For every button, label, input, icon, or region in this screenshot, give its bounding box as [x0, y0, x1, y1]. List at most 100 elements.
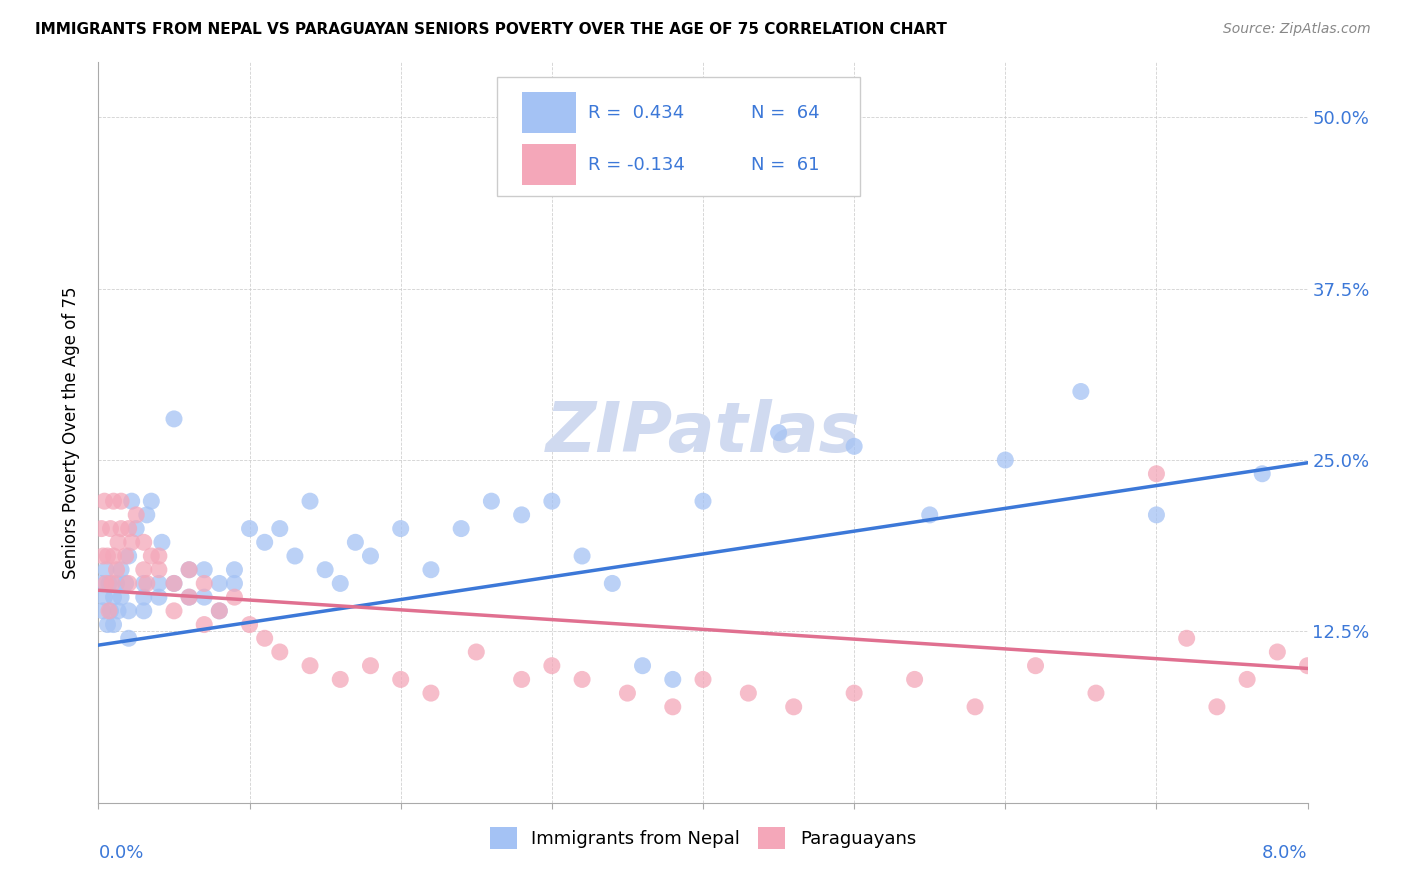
- Point: [1025, 658, 1047, 673]
- Point: [94, 576, 117, 591]
- Point: [93, 590, 115, 604]
- Point: [1175, 632, 1198, 646]
- Point: [148, 549, 170, 563]
- Point: [1146, 508, 1168, 522]
- Point: [132, 576, 155, 591]
- Text: N =  64: N = 64: [751, 103, 820, 122]
- Legend: Immigrants from Nepal, Paraguayans: Immigrants from Nepal, Paraguayans: [482, 821, 924, 856]
- Point: [135, 508, 157, 522]
- Point: [193, 576, 215, 591]
- Point: [253, 632, 276, 646]
- Point: [118, 604, 141, 618]
- Point: [118, 632, 141, 646]
- Point: [783, 699, 806, 714]
- Point: [540, 494, 562, 508]
- Point: [389, 673, 412, 687]
- Point: [510, 508, 533, 522]
- Point: [844, 686, 866, 700]
- Point: [661, 699, 683, 714]
- Point: [661, 673, 683, 687]
- Point: [98, 576, 121, 591]
- Y-axis label: Seniors Poverty Over the Age of 75: Seniors Poverty Over the Age of 75: [62, 286, 80, 579]
- Point: [132, 604, 155, 618]
- Point: [132, 563, 155, 577]
- Point: [193, 563, 215, 577]
- Point: [224, 576, 246, 591]
- Point: [179, 563, 201, 577]
- Text: ZIPatlas: ZIPatlas: [546, 399, 860, 467]
- Point: [239, 617, 262, 632]
- Point: [965, 699, 987, 714]
- Point: [1146, 467, 1168, 481]
- Point: [208, 604, 231, 618]
- Point: [193, 590, 215, 604]
- Point: [571, 673, 593, 687]
- Point: [148, 590, 170, 604]
- Point: [148, 563, 170, 577]
- Point: [465, 645, 488, 659]
- Point: [420, 563, 443, 577]
- Text: R = -0.134: R = -0.134: [588, 155, 685, 174]
- Point: [105, 563, 128, 577]
- Point: [314, 563, 336, 577]
- Point: [329, 576, 352, 591]
- Point: [253, 535, 276, 549]
- Point: [299, 658, 322, 673]
- Point: [299, 494, 322, 508]
- Point: [125, 508, 148, 522]
- Point: [844, 439, 866, 453]
- Point: [125, 522, 148, 536]
- Point: [420, 686, 443, 700]
- Point: [103, 494, 125, 508]
- Text: IMMIGRANTS FROM NEPAL VS PARAGUAYAN SENIORS POVERTY OVER THE AGE OF 75 CORRELATI: IMMIGRANTS FROM NEPAL VS PARAGUAYAN SENI…: [35, 22, 948, 37]
- Point: [329, 673, 352, 687]
- Text: N =  61: N = 61: [751, 155, 820, 174]
- Point: [105, 576, 128, 591]
- Point: [510, 673, 533, 687]
- Point: [163, 604, 186, 618]
- Point: [100, 604, 122, 618]
- Point: [571, 549, 593, 563]
- Point: [1296, 658, 1319, 673]
- Point: [193, 617, 215, 632]
- Point: [1267, 645, 1289, 659]
- Point: [121, 535, 143, 549]
- Point: [1070, 384, 1092, 399]
- Point: [904, 673, 927, 687]
- Point: [114, 549, 136, 563]
- Point: [91, 549, 114, 563]
- Point: [360, 549, 382, 563]
- Point: [284, 549, 307, 563]
- Point: [114, 576, 136, 591]
- Point: [994, 453, 1017, 467]
- Bar: [522, 144, 576, 185]
- Point: [163, 576, 186, 591]
- Point: [179, 563, 201, 577]
- Point: [344, 535, 367, 549]
- Point: [179, 590, 201, 604]
- Point: [107, 535, 129, 549]
- Point: [1236, 673, 1258, 687]
- Point: [692, 494, 714, 508]
- Point: [1206, 699, 1229, 714]
- Point: [269, 645, 291, 659]
- Point: [90, 522, 112, 536]
- Point: [616, 686, 638, 700]
- Point: [602, 576, 624, 591]
- Point: [96, 617, 118, 632]
- Point: [540, 658, 562, 673]
- Point: [118, 522, 141, 536]
- Point: [132, 590, 155, 604]
- Point: [118, 549, 141, 563]
- Bar: [522, 92, 576, 133]
- Point: [110, 590, 132, 604]
- Point: [101, 576, 124, 591]
- Point: [768, 425, 790, 440]
- Point: [224, 590, 246, 604]
- Point: [110, 494, 132, 508]
- Point: [118, 576, 141, 591]
- Point: [103, 590, 125, 604]
- Point: [121, 494, 143, 508]
- Point: [103, 549, 125, 563]
- Point: [107, 604, 129, 618]
